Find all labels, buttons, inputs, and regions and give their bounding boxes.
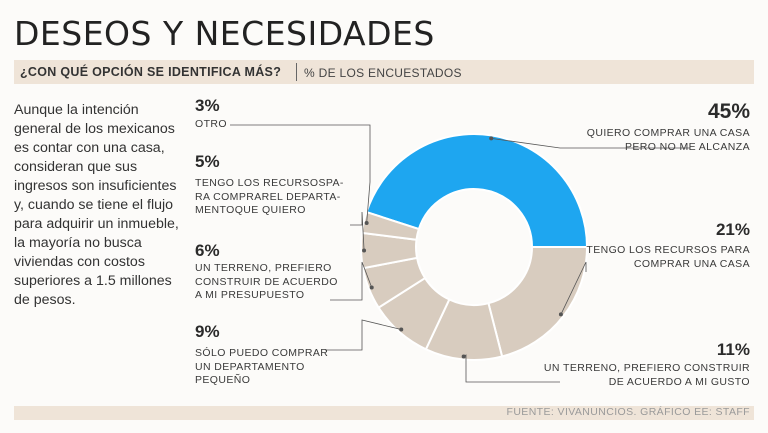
label-21-line2: COMPRAR UNA CASA <box>633 257 750 270</box>
leader-line-45 <box>491 137 690 149</box>
label-5-line3: MENTOQUE QUIERO <box>195 204 306 216</box>
slice-45 <box>365 133 589 248</box>
slice-21 <box>487 246 589 358</box>
question-separator <box>296 63 297 81</box>
label-45-line1: QUIERO COMPRAR UNA CASA <box>586 127 750 139</box>
leader-dot-5 <box>362 248 367 253</box>
pct-6: 6% <box>195 241 220 260</box>
page-title: DESEOS Y NECESIDADES <box>14 14 435 53</box>
label-5: TENGO LOS RECURSOSPA- RA COMPRAREL DEPAR… <box>195 177 344 218</box>
question-band <box>14 60 754 84</box>
question-text: ¿CON QUÉ OPCIÓN SE IDENTIFICA MÁS? <box>20 65 282 79</box>
label-9-line1: SÓLO PUEDO COMPRAR <box>195 347 329 359</box>
label-5-line2: RA COMPRAREL DEPARTA- <box>195 190 341 203</box>
label-21: TENGO LOS RECURSOS PARA COMPRAR UNA CASA <box>586 244 750 271</box>
pct-5: 5% <box>195 152 220 171</box>
leader-dot-45 <box>489 136 494 141</box>
label-9-line2: UN DEPARTAMENTO <box>195 360 305 373</box>
label-3: OTRO <box>195 118 227 132</box>
label-6: UN TERRENO, PREFIERO CONSTRUIR DE ACUERD… <box>195 262 338 303</box>
footer-band <box>14 406 754 420</box>
label-9-line3: PEQUEÑO <box>195 374 251 386</box>
label-45: QUIERO COMPRAR UNA CASA PERO NO ME ALCAN… <box>587 127 750 154</box>
leader-dot-6 <box>369 285 374 290</box>
label-11-line2: DE ACUERDO A MI GUSTO <box>608 375 750 388</box>
label-3-line1: OTRO <box>195 118 227 130</box>
label-6-line2: CONSTRUIR DE ACUERDO <box>195 275 338 288</box>
label-11: UN TERRENO, PREFIERO CONSTRUIR DE ACUERD… <box>544 362 750 389</box>
leader-line-5 <box>350 211 365 251</box>
leader-line-9 <box>325 319 402 351</box>
label-45-line2: PERO NO ME ALCANZA <box>624 140 750 153</box>
leader-dot-21 <box>558 312 563 317</box>
pct-9: 9% <box>195 322 220 341</box>
label-21-line1: TENGO LOS RECURSOS PARA <box>586 244 750 256</box>
label-9: SÓLO PUEDO COMPRAR UN DEPARTAMENTO PEQUE… <box>195 347 328 388</box>
pct-3: 3% <box>195 96 220 115</box>
pct-11: 11% <box>716 340 750 359</box>
leader-dot-9 <box>399 327 404 332</box>
label-11-line1: UN TERRENO, PREFIERO CONSTRUIR <box>543 362 750 374</box>
unit-label: % DE LOS ENCUESTADOS <box>304 66 462 80</box>
leader-line-21 <box>560 261 587 315</box>
leader-line-6 <box>330 261 373 301</box>
intro-paragraph: Aunque la intención general de los mexic… <box>14 102 179 308</box>
label-6-line3: A MI PRESUPUESTO <box>195 289 305 301</box>
leader-dot-3 <box>364 221 369 226</box>
pct-21: 21% <box>715 220 750 239</box>
leader-line-3 <box>230 124 371 224</box>
leader-dot-11 <box>461 354 466 359</box>
pct-45: 45% <box>707 100 750 123</box>
label-6-line1: UN TERRENO, PREFIERO <box>195 262 332 274</box>
label-5-line1: TENGO LOS RECURSOSPA- <box>195 177 344 189</box>
source-credit: FUENTE: VIVANUNCIOS. GRÁFICO EE: STAFF <box>506 406 750 418</box>
